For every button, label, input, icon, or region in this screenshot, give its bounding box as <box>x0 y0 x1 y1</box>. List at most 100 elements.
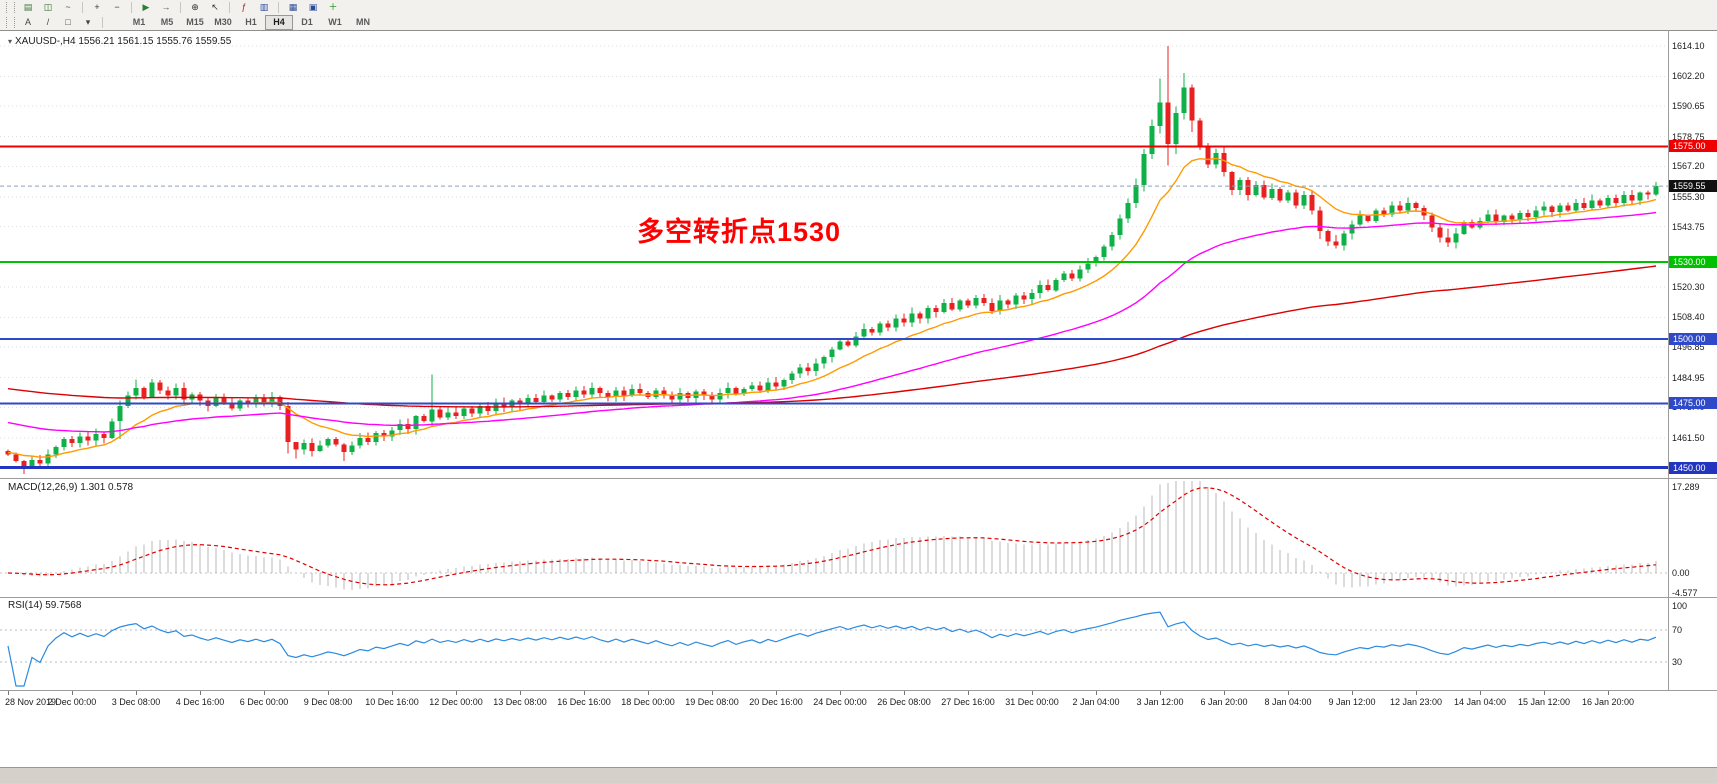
panel-separator-macd[interactable] <box>0 478 1717 479</box>
time-tick <box>904 691 905 695</box>
candlestick-series <box>5 45 1659 474</box>
time-axis-label: 12 Jan 23:00 <box>1389 697 1443 707</box>
symbol-marker-icon: ▾ <box>8 37 13 46</box>
macd-label: MACD(12,26,9) 1.301 0.578 <box>8 482 134 493</box>
symbol-ohlc-line: ▾ XAUUSD-,H4 1556.21 1561.15 1555.76 1559… <box>8 36 231 47</box>
toolbar-separator <box>278 2 279 13</box>
time-axis-label: 6 Jan 20:00 <box>1200 697 1248 707</box>
current-price-tag: 1559.55 <box>1669 180 1717 193</box>
time-tick <box>1160 691 1161 695</box>
price-axis-label: 1614.10 <box>1672 40 1705 51</box>
time-axis-label: 2 Dec 00:00 <box>47 697 97 707</box>
macd-axis-label: 17.289 <box>1672 482 1700 492</box>
timeframe-m5[interactable]: M5 <box>160 17 174 27</box>
timeframe-w1[interactable]: W1 <box>328 17 342 27</box>
horizontal-lines <box>0 145 1668 469</box>
timeframe-h4[interactable]: H4 <box>265 15 293 30</box>
moving-average-fast <box>7 157 1657 458</box>
zoom-in-icon[interactable]: + <box>94 2 100 12</box>
time-tick <box>1608 691 1609 695</box>
status-bar <box>0 767 1717 783</box>
time-axis-label: 20 Dec 16:00 <box>749 697 803 707</box>
cursor-icon[interactable]: ↖ <box>211 2 219 12</box>
toolbar-grip[interactable] <box>6 2 15 13</box>
new-chart-icon[interactable]: ＋ <box>328 2 338 12</box>
text-label-tool[interactable]: A <box>24 17 31 27</box>
macd-panel[interactable] <box>0 479 1668 597</box>
chart-shift-icon[interactable]: → <box>161 2 171 12</box>
rsi-axis-label: 30 <box>1672 657 1683 667</box>
rsi-panel[interactable] <box>0 598 1668 690</box>
candlestick-chart-icon[interactable]: ◫ <box>43 2 53 12</box>
toolbar-separator <box>229 2 230 13</box>
time-tick <box>712 691 713 695</box>
price-axis-label: 1602.20 <box>1672 71 1705 82</box>
time-tick <box>456 691 457 695</box>
timeframe-mn[interactable]: MN <box>356 17 370 27</box>
price-axis-label: 1484.95 <box>1672 372 1705 383</box>
time-tick <box>72 691 73 695</box>
rsi-axis-label: 70 <box>1672 625 1683 635</box>
time-tick <box>1544 691 1545 695</box>
time-tick <box>648 691 649 695</box>
shapes-tool[interactable]: □ <box>65 17 71 27</box>
time-axis-label: 10 Dec 16:00 <box>365 697 419 707</box>
price-axis-label: 1590.65 <box>1672 101 1705 112</box>
price-tag: 1475.00 <box>1669 397 1717 410</box>
main-chart[interactable] <box>0 30 1668 478</box>
bar-chart-icon[interactable]: ▤ <box>23 2 33 12</box>
time-tick <box>520 691 521 695</box>
price-axis-label: 1496.85 <box>1672 342 1705 353</box>
zoom-out-icon[interactable]: − <box>114 2 120 12</box>
time-axis-label: 31 Dec 00:00 <box>1005 697 1059 707</box>
time-tick <box>136 691 137 695</box>
timeframe-m30[interactable]: M30 <box>214 17 232 27</box>
timeframe-m1[interactable]: M1 <box>132 17 146 27</box>
line-chart-icon[interactable]: ~ <box>65 2 71 12</box>
draw-tools: / □ ▾ <box>38 15 98 30</box>
timeframe-toolbar: M1 M5 M15 M30 H1 H4 D1 W1 MN <box>125 15 377 30</box>
price-axis-label: 1543.75 <box>1672 221 1705 232</box>
time-axis-label: 2 Jan 04:00 <box>1072 697 1120 707</box>
time-tick <box>968 691 969 695</box>
price-axis-label: 1508.40 <box>1672 312 1705 323</box>
macd-axis-label: -4.577 <box>1672 588 1698 598</box>
toolbar-separator <box>180 2 181 13</box>
time-tick <box>1416 691 1417 695</box>
toolbar-grip-2[interactable] <box>6 17 15 28</box>
shapes-dropdown-caret[interactable]: ▾ <box>85 17 91 27</box>
time-axis-label: 18 Dec 00:00 <box>621 697 675 707</box>
time-axis-label: 3 Jan 12:00 <box>1136 697 1184 707</box>
time-axis-label: 16 Jan 20:00 <box>1581 697 1635 707</box>
trendline-tool[interactable]: / <box>46 17 50 27</box>
price-axis-label: 1555.30 <box>1672 191 1705 202</box>
timeframe-d1[interactable]: D1 <box>301 17 313 27</box>
timeframe-h1[interactable]: H1 <box>245 17 257 27</box>
panel-separator-rsi[interactable] <box>0 597 1717 598</box>
auto-scroll-icon[interactable]: ▶ <box>142 2 150 12</box>
timeframe-m15[interactable]: M15 <box>186 17 204 27</box>
time-tick <box>776 691 777 695</box>
toolbar-separator <box>102 17 103 28</box>
time-tick <box>1096 691 1097 695</box>
price-tag: 1575.00 <box>1669 140 1717 153</box>
tile-windows-icon[interactable]: ▦ <box>288 2 298 12</box>
time-tick <box>1480 691 1481 695</box>
time-tick <box>584 691 585 695</box>
chart-annotation: 多空转折点1530 <box>637 217 842 247</box>
toolbar: ▤ ◫ ~ + − ▶ → ⊕ ↖ ƒ ▥ ▦ ▣ ＋ A / □ ▾ M1 M5 M15 M30 H1 H4 D1 W1 M… <box>0 0 1717 31</box>
macd-histogram <box>15 481 1657 590</box>
time-tick <box>328 691 329 695</box>
price-tag: 1450.00 <box>1669 461 1717 474</box>
time-axis-label: 16 Dec 16:00 <box>557 697 611 707</box>
price-axis-label: 1578.75 <box>1672 131 1705 142</box>
cascade-windows-icon[interactable]: ▣ <box>308 2 318 12</box>
time-axis-label: 3 Dec 08:00 <box>111 697 161 707</box>
time-tick <box>200 691 201 695</box>
indicators-icon[interactable]: ƒ <box>241 2 247 12</box>
templates-icon[interactable]: ▥ <box>259 2 269 12</box>
time-axis-label: 14 Jan 04:00 <box>1453 697 1507 707</box>
crosshair-icon[interactable]: ⊕ <box>191 2 199 12</box>
time-axis-label: 4 Dec 16:00 <box>175 697 225 707</box>
